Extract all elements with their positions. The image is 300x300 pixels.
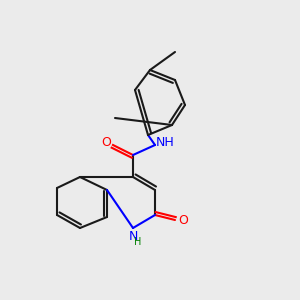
Text: H: H xyxy=(134,237,142,247)
Text: N: N xyxy=(128,230,138,242)
Text: O: O xyxy=(178,214,188,226)
Text: NH: NH xyxy=(156,136,174,149)
Text: O: O xyxy=(101,136,111,149)
